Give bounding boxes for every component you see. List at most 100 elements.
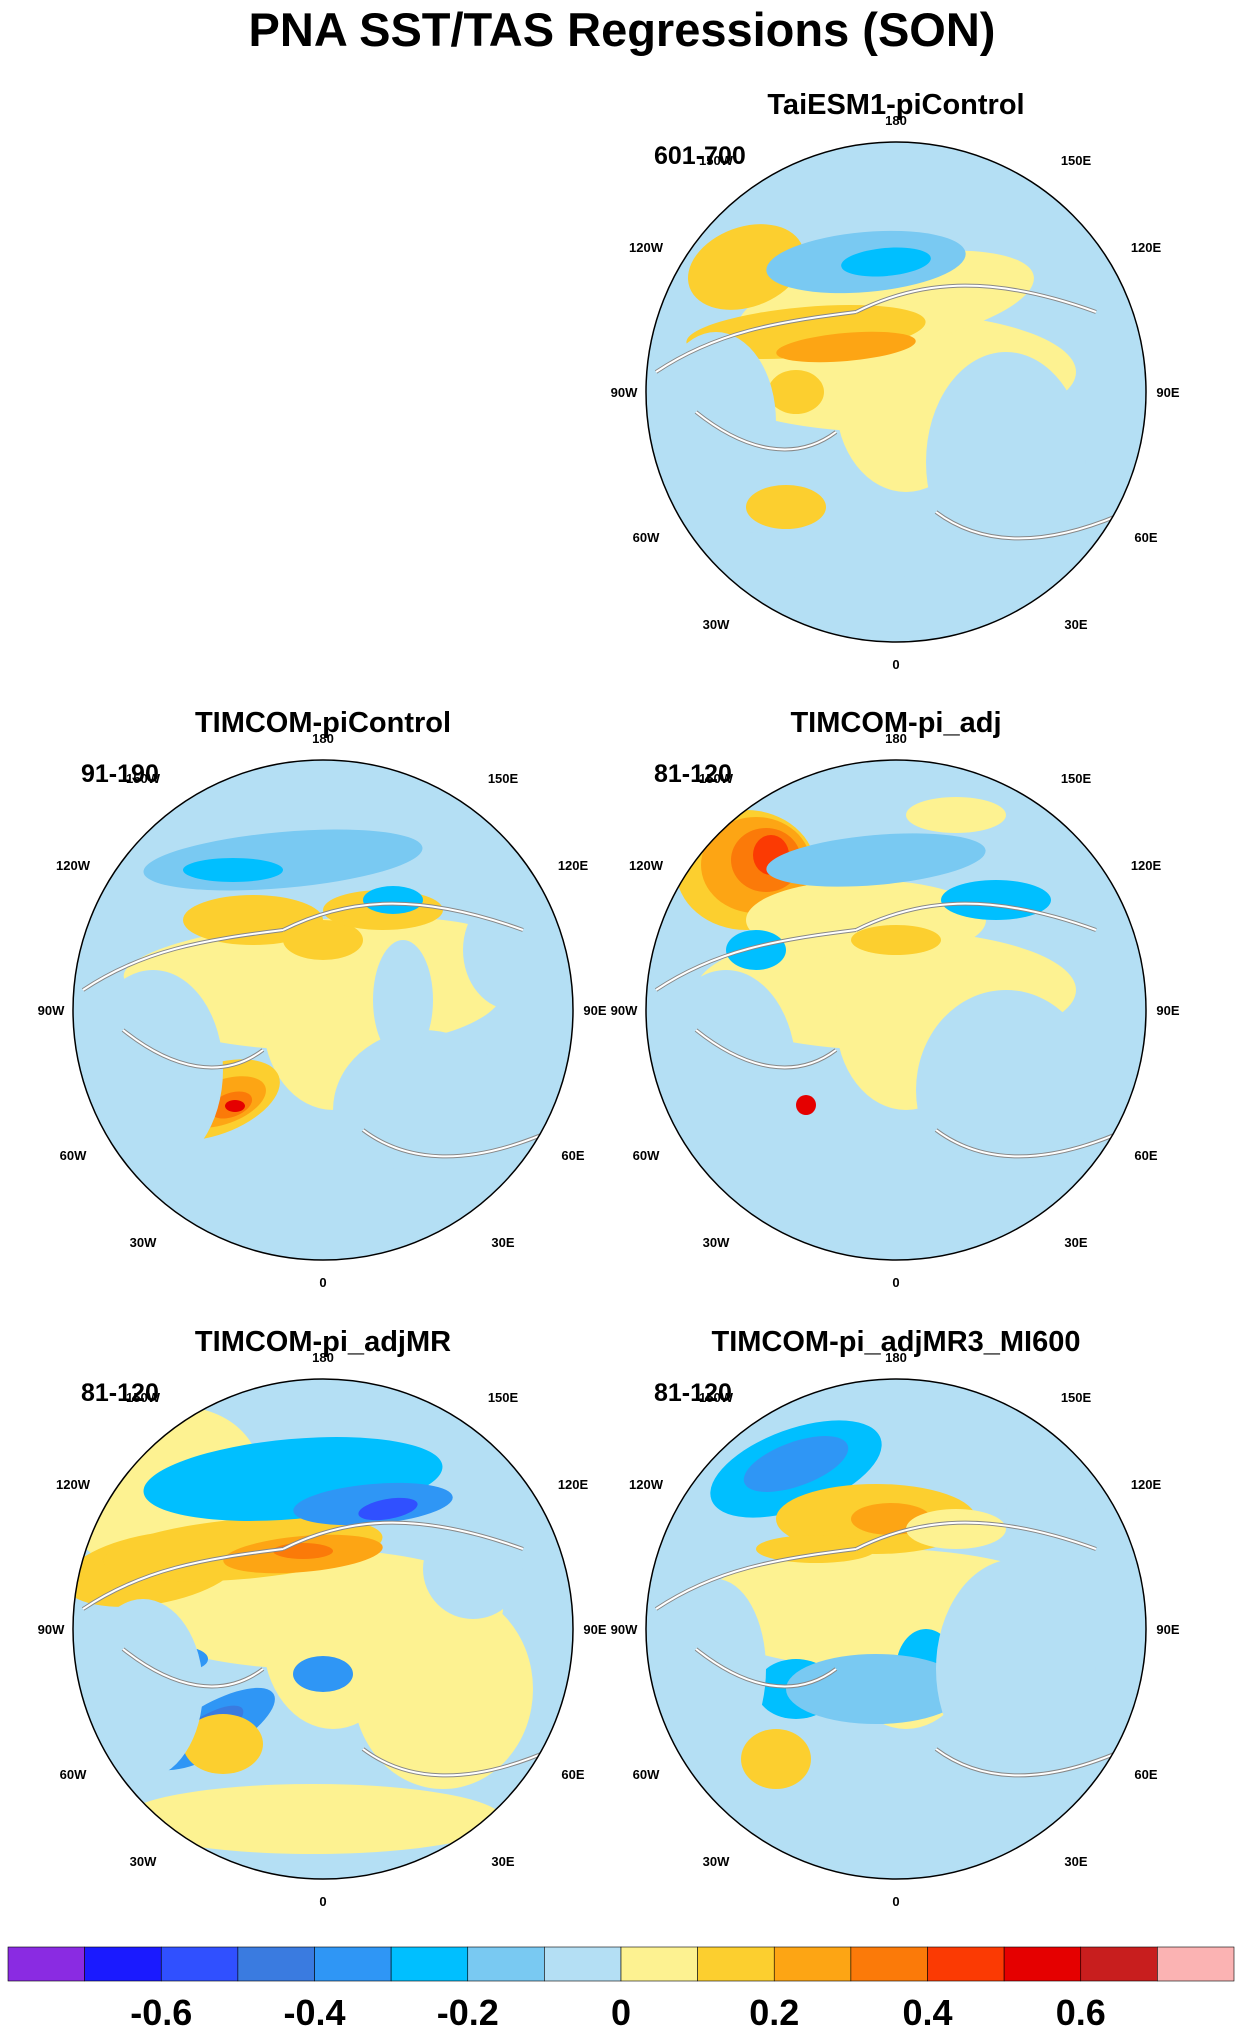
map-boundary xyxy=(645,759,1147,1261)
contour-region xyxy=(743,1436,849,1492)
colorbar-swatch xyxy=(1080,1946,1158,1982)
colorbar-swatch xyxy=(467,1946,545,1982)
map-panel-taiesm1-picontrol: TaiESM1-piControl 601-700 180 150E 120E 90E… xyxy=(611,89,1180,672)
polar-map: 180 150E 120E 90E 60E 30E 0 30W 60W 90W 120W 150W xyxy=(611,1350,1180,1909)
longitude-label: 120W xyxy=(56,1477,91,1492)
colorbar-tick-label: -0.6 xyxy=(130,1992,192,2033)
panel-years: 601-700 xyxy=(654,142,746,170)
longitude-label: 60E xyxy=(561,1767,584,1782)
colorbar-swatch xyxy=(773,1946,852,1982)
contour-region xyxy=(183,858,283,882)
longitude-label: 0 xyxy=(319,1275,326,1290)
colorbar-swatch xyxy=(544,1946,622,1982)
contour-region xyxy=(916,990,1096,1190)
coastline xyxy=(362,1748,554,1777)
longitude-label: 90E xyxy=(1156,1003,1179,1018)
longitude-label: 30W xyxy=(703,1235,730,1250)
longitude-label: 30E xyxy=(1064,617,1087,632)
contour-region xyxy=(756,1535,876,1563)
panel-title: TaiESM1-piControl xyxy=(767,89,1025,121)
longitude-label: 0 xyxy=(892,657,899,672)
contour-region xyxy=(183,1714,263,1774)
contour-region xyxy=(841,247,931,277)
panel-title: TIMCOM-pi_adjMR xyxy=(194,1326,452,1358)
longitude-label: 30E xyxy=(491,1235,514,1250)
colorbar-swatch xyxy=(390,1946,469,1982)
map-boundary xyxy=(645,141,1147,643)
contour-region xyxy=(333,1030,513,1190)
longitude-label: 60W xyxy=(633,530,660,545)
longitude-label: 90E xyxy=(1156,1622,1179,1637)
longitude-label: 120E xyxy=(1131,858,1162,873)
contour-region xyxy=(358,1497,418,1521)
contour-region xyxy=(906,1509,1006,1549)
chart-title: PNA SST/TAS Regressions (SON) xyxy=(248,3,996,56)
coastline xyxy=(855,1521,1097,1550)
contour-region xyxy=(741,1729,811,1789)
colorbar-tick-label: -0.2 xyxy=(437,1992,499,2033)
longitude-label: 180 xyxy=(885,1350,907,1365)
coastline xyxy=(935,1129,1127,1158)
coastline xyxy=(282,902,524,931)
longitude-label: 90W xyxy=(611,385,638,400)
longitude-label: 60W xyxy=(60,1148,87,1163)
longitude-label: 120E xyxy=(1131,240,1162,255)
coastline xyxy=(82,1548,284,1610)
contour-region xyxy=(123,1784,503,1854)
contour-region xyxy=(1006,1479,1086,1539)
longitude-label: 90W xyxy=(38,1622,65,1637)
contour-region xyxy=(746,485,826,529)
coastline xyxy=(695,1029,837,1069)
colorbar-tick-label: 0.4 xyxy=(902,1992,952,2033)
longitude-label: 180 xyxy=(885,113,907,128)
coastline xyxy=(655,1548,857,1610)
contour-region xyxy=(423,1519,523,1619)
contour-region xyxy=(666,1579,766,1759)
longitude-label: 150E xyxy=(1061,153,1092,168)
panel-title: TIMCOM-pi_adj xyxy=(790,707,1002,739)
contour-region xyxy=(463,890,563,1010)
map-panel-timcom-pi-adjmr3-mi600: TIMCOM-pi_adjMR3_MI600 81-120 180 150E 120… xyxy=(611,1326,1180,1909)
colorbar-tick-label: 0 xyxy=(611,1992,631,2033)
coastline xyxy=(695,1648,837,1688)
colorbar-swatch xyxy=(7,1946,85,1982)
contour-region xyxy=(293,1656,353,1692)
colorbar-tick-label: -0.4 xyxy=(283,1992,345,2033)
field-layer xyxy=(73,1379,573,1879)
longitude-label: 30E xyxy=(491,1854,514,1869)
contour-region xyxy=(373,940,433,1060)
contour-region xyxy=(926,352,1086,572)
longitude-label: 120W xyxy=(629,240,664,255)
contour-region xyxy=(941,880,1051,920)
contour-region xyxy=(123,1165,503,1235)
contour-region xyxy=(726,930,786,970)
colorbar-swatch xyxy=(84,1946,162,1982)
longitude-label: 90E xyxy=(583,1622,606,1637)
coastline xyxy=(655,311,857,373)
coastline xyxy=(855,284,1097,313)
longitude-label: 60W xyxy=(633,1148,660,1163)
contour-region xyxy=(83,1599,203,1779)
colorbar-swatch xyxy=(927,1946,1005,1982)
coastline xyxy=(655,929,857,991)
contour-region xyxy=(225,1100,245,1112)
longitude-label: 150W xyxy=(699,771,734,786)
colorbar-tick-label: 0.6 xyxy=(1056,1992,1106,2033)
coastline xyxy=(695,411,837,451)
colorbar-swatch xyxy=(697,1946,775,1982)
polar-map: 180 150E 120E 90E 60E 30E 0 30W 60W 90W 120W 150W xyxy=(38,1350,607,1909)
field-layer xyxy=(73,760,573,1260)
colorbar-swatch xyxy=(620,1946,698,1982)
longitude-label: 30E xyxy=(1064,1854,1087,1869)
longitude-label: 150E xyxy=(488,1390,519,1405)
contour-region xyxy=(851,925,941,955)
coastline xyxy=(282,1521,524,1550)
map-panel-timcom-pi-adj: TIMCOM-pi_adj 81-120 180 150E 120E 90E 60E 30… xyxy=(611,707,1180,1290)
panel-years: 91-190 xyxy=(81,760,159,788)
longitude-label: 90E xyxy=(583,1003,606,1018)
longitude-label: 60E xyxy=(1134,1767,1157,1782)
coastline xyxy=(122,1029,264,1069)
coastline xyxy=(82,929,284,991)
longitude-label: 30W xyxy=(130,1854,157,1869)
longitude-label: 120W xyxy=(629,1477,664,1492)
